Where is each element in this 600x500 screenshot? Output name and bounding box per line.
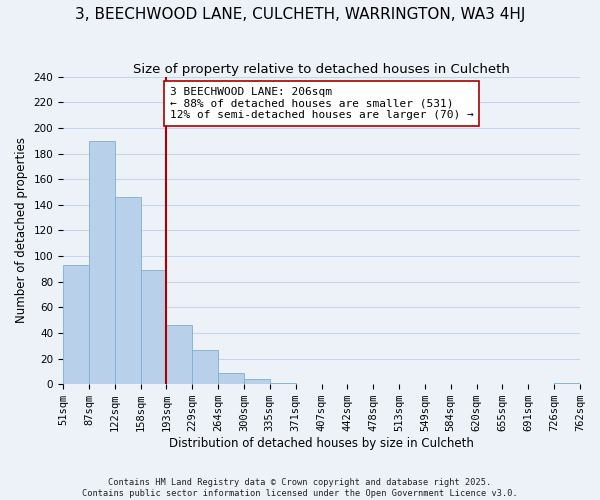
Bar <box>89 140 115 384</box>
X-axis label: Distribution of detached houses by size in Culcheth: Distribution of detached houses by size … <box>169 437 474 450</box>
Bar <box>192 350 218 384</box>
Bar <box>166 326 192 384</box>
Title: Size of property relative to detached houses in Culcheth: Size of property relative to detached ho… <box>133 62 510 76</box>
Bar <box>63 265 89 384</box>
Bar <box>270 383 296 384</box>
Y-axis label: Number of detached properties: Number of detached properties <box>15 138 28 324</box>
Text: 3, BEECHWOOD LANE, CULCHETH, WARRINGTON, WA3 4HJ: 3, BEECHWOOD LANE, CULCHETH, WARRINGTON,… <box>75 8 525 22</box>
Bar <box>115 197 140 384</box>
Bar <box>218 372 244 384</box>
Bar <box>244 379 270 384</box>
Text: Contains HM Land Registry data © Crown copyright and database right 2025.
Contai: Contains HM Land Registry data © Crown c… <box>82 478 518 498</box>
Text: 3 BEECHWOOD LANE: 206sqm
← 88% of detached houses are smaller (531)
12% of semi-: 3 BEECHWOOD LANE: 206sqm ← 88% of detach… <box>170 87 473 120</box>
Bar <box>140 270 166 384</box>
Bar <box>554 383 580 384</box>
